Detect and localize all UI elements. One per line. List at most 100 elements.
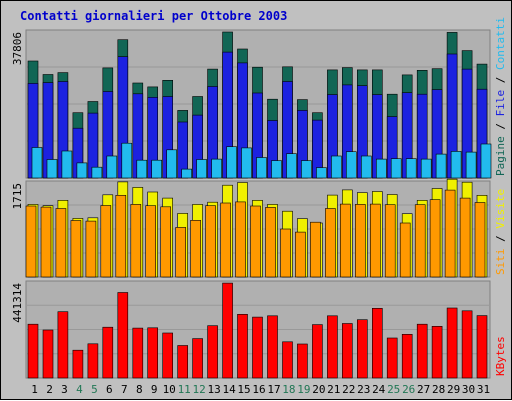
bar-contatti-19 [301, 160, 312, 179]
legend-separator: / [494, 229, 507, 249]
x-tick-label-30: 30 [462, 383, 475, 396]
bar-contatti-3 [61, 150, 73, 179]
bar-siti-27 [414, 204, 426, 278]
x-tick-label-16: 16 [252, 383, 265, 396]
bar-kbytes-3 [57, 311, 69, 379]
bar-siti-10 [160, 206, 171, 278]
bar-kbytes-14 [222, 282, 233, 379]
bar-contatti-9 [151, 159, 162, 179]
bar-siti-23 [354, 204, 366, 278]
bar-contatti-5 [91, 166, 103, 179]
bar-siti-28 [429, 199, 441, 278]
bar-siti-5 [85, 220, 97, 278]
bar-contatti-26 [405, 158, 417, 179]
x-tick-label-11: 11 [178, 383, 191, 396]
bar-siti-24 [369, 203, 381, 278]
bar-kbytes-23 [356, 319, 368, 379]
x-tick-label-5: 5 [91, 383, 98, 396]
bar-kbytes-4 [72, 349, 84, 379]
x-tick-label-19: 19 [297, 383, 310, 396]
bar-kbytes-5 [87, 343, 99, 379]
x-tick-label-26: 26 [402, 383, 415, 396]
bar-contatti-22 [345, 151, 357, 179]
bar-contatti-13 [211, 158, 222, 179]
bar-contatti-18 [286, 153, 297, 179]
bar-siti-6 [100, 205, 112, 278]
x-tick-label-12: 12 [192, 383, 205, 396]
x-tick-label-22: 22 [342, 383, 355, 396]
x-tick-label-29: 29 [447, 383, 460, 396]
bar-siti-13 [205, 205, 216, 278]
chart-panel-2: 1715 Siti / Visite [11, 178, 507, 278]
chart-panel-3: 441314 KBytes [11, 280, 507, 379]
bar-contatti-10 [166, 149, 177, 179]
y-max-label: 1715 [11, 183, 24, 210]
bar-siti-1 [25, 205, 37, 278]
bar-contatti-4 [76, 162, 88, 179]
x-tick-label-18: 18 [282, 383, 295, 396]
bar-kbytes-26 [401, 333, 413, 379]
legend-visite: Visite [494, 189, 507, 229]
bar-contatti-24 [375, 158, 387, 179]
bar-kbytes-2 [42, 329, 54, 379]
bar-kbytes-13 [207, 325, 218, 379]
bar-contatti-28 [435, 153, 447, 179]
bar-contatti-14 [226, 146, 237, 179]
bar-kbytes-18 [282, 341, 293, 379]
bar-contatti-7 [121, 142, 133, 179]
x-tick-label-4: 4 [76, 383, 83, 396]
x-tick-label-23: 23 [357, 383, 370, 396]
chart-panel-1: 37806 Pagine / File / Contatti [11, 17, 507, 179]
bar-siti-8 [130, 204, 142, 278]
bar-contatti-6 [106, 155, 118, 179]
bar-kbytes-15 [237, 313, 248, 379]
y-max-label: 37806 [11, 32, 24, 65]
y-max-label: 441314 [11, 283, 24, 323]
legend-siti: Siti [494, 249, 507, 276]
bar-kbytes-11 [177, 345, 188, 379]
bar-contatti-29 [450, 151, 462, 179]
bar-contatti-17 [271, 160, 282, 179]
bar-kbytes-1 [27, 323, 39, 379]
x-tick-label-8: 8 [136, 383, 143, 396]
bar-contatti-27 [420, 158, 432, 179]
bar-siti-19 [295, 231, 306, 278]
legend: KBytes [494, 336, 507, 376]
bar-kbytes-8 [132, 327, 144, 379]
x-tick-label-3: 3 [61, 383, 68, 396]
x-tick-label-21: 21 [327, 383, 340, 396]
bar-contatti-16 [256, 157, 267, 179]
bar-kbytes-22 [341, 323, 353, 379]
x-tick-label-10: 10 [163, 383, 176, 396]
bar-contatti-11 [181, 168, 192, 179]
legend: Siti / Visite [494, 189, 507, 275]
bar-siti-29 [444, 189, 456, 278]
bar-siti-3 [55, 208, 67, 278]
bar-kbytes-9 [147, 327, 158, 379]
bar-kbytes-12 [192, 338, 203, 379]
x-tick-label-13: 13 [207, 383, 220, 396]
bar-siti-2 [40, 206, 52, 278]
bar-contatti-1 [31, 147, 43, 179]
bar-kbytes-28 [431, 325, 443, 379]
x-tick-label-31: 31 [477, 383, 490, 396]
legend-pagine: Pagine [494, 136, 507, 176]
bar-siti-12 [190, 220, 201, 278]
bar-siti-15 [235, 201, 246, 278]
x-tick-label-15: 15 [237, 383, 250, 396]
legend-separator: / [494, 70, 507, 90]
x-tick-label-28: 28 [432, 383, 445, 396]
bar-siti-31 [474, 202, 486, 278]
bar-kbytes-30 [461, 310, 473, 379]
x-tick-label-2: 2 [46, 383, 53, 396]
legend-contatti: Contatti [494, 17, 507, 70]
bar-contatti-20 [316, 167, 327, 179]
bar-siti-7 [115, 195, 127, 278]
x-tick-label-7: 7 [121, 383, 128, 396]
x-tick-label-20: 20 [312, 383, 325, 396]
bar-kbytes-16 [252, 316, 263, 379]
bar-kbytes-27 [416, 323, 428, 379]
bar-contatti-12 [196, 159, 207, 179]
bar-siti-14 [220, 202, 231, 278]
bar-kbytes-6 [102, 326, 114, 379]
